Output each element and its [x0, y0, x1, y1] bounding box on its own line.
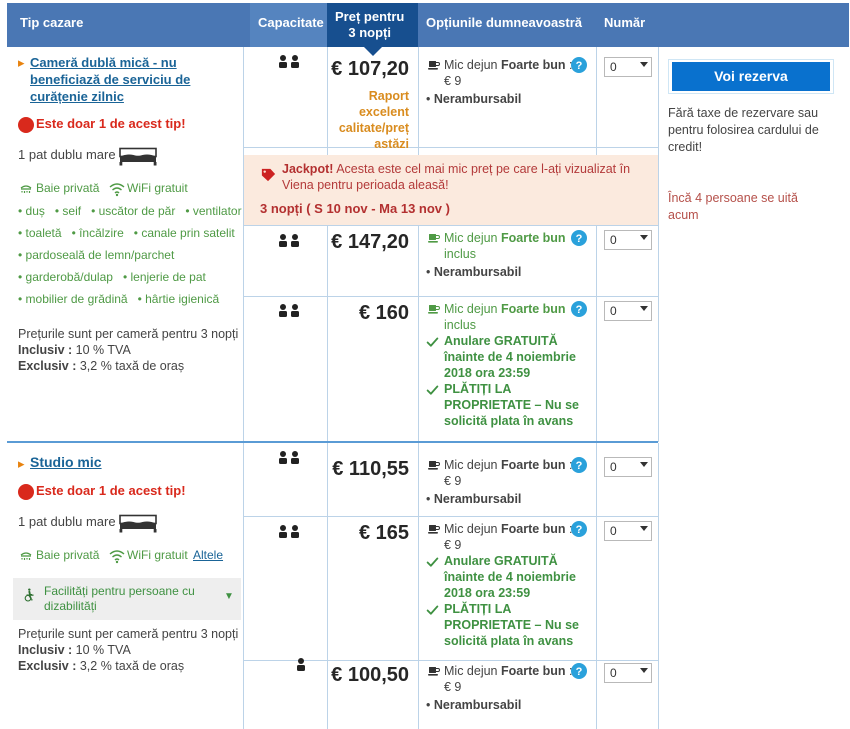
- svg-text:?: ?: [576, 666, 583, 678]
- svg-text:?: ?: [576, 304, 583, 316]
- svg-text:?: ?: [576, 233, 583, 245]
- svg-text:?: ?: [576, 460, 583, 472]
- svg-text:?: ?: [576, 60, 583, 72]
- svg-text:?: ?: [576, 524, 583, 536]
